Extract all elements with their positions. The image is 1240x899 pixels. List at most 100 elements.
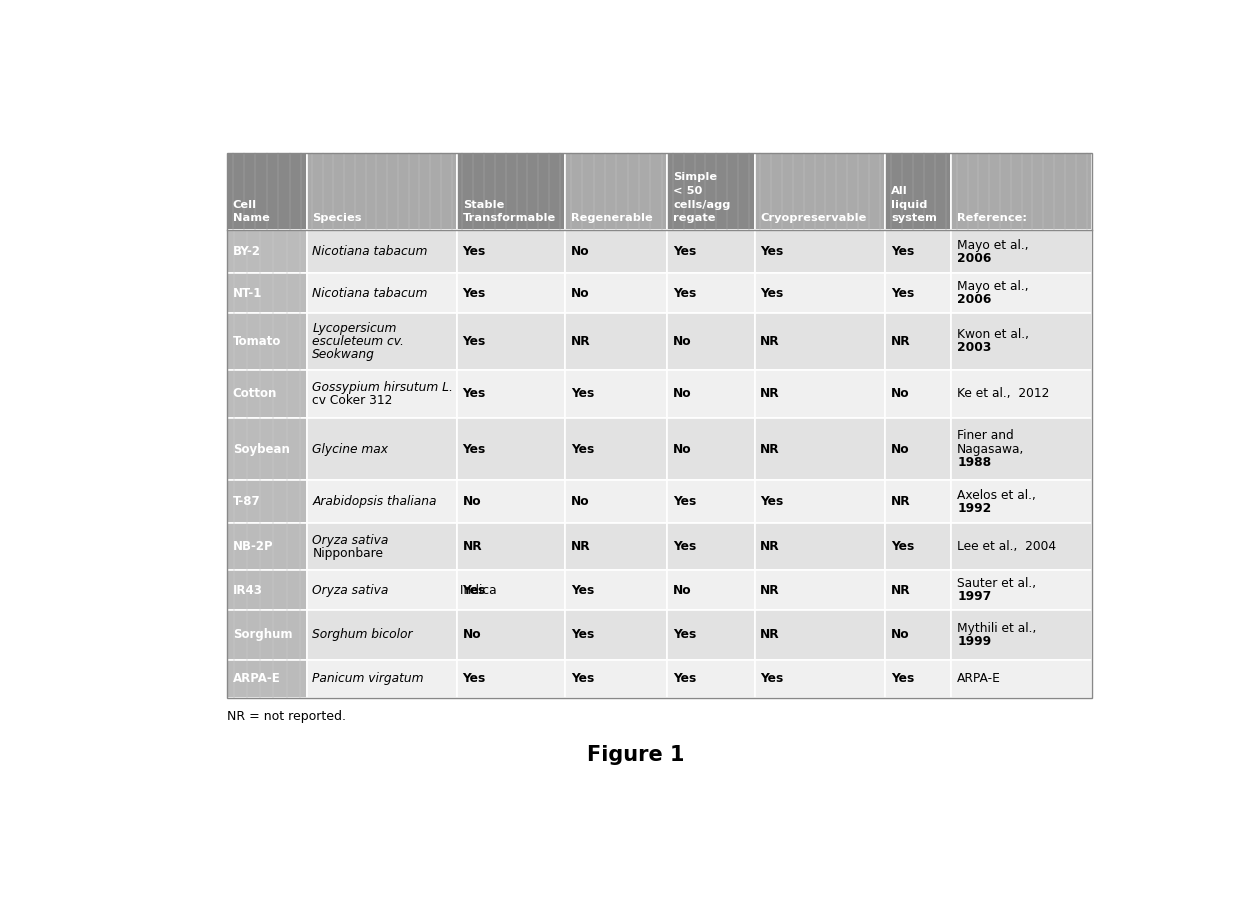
- Bar: [456, 313, 565, 369]
- Bar: [456, 523, 565, 570]
- Text: regate: regate: [673, 213, 715, 224]
- Text: Glycine max: Glycine max: [312, 442, 388, 456]
- Text: NR: NR: [572, 540, 591, 553]
- Text: Yes: Yes: [892, 245, 914, 258]
- Bar: [227, 660, 306, 698]
- Bar: [885, 230, 951, 273]
- Text: NR: NR: [760, 628, 780, 641]
- Text: Oryza sativa: Oryza sativa: [312, 583, 388, 597]
- Text: NR: NR: [463, 540, 482, 553]
- Text: Yes: Yes: [572, 583, 594, 597]
- Text: Nagasawa,: Nagasawa,: [957, 442, 1024, 456]
- Bar: [951, 153, 1092, 230]
- Text: Yes: Yes: [673, 672, 697, 685]
- Text: Yes: Yes: [572, 387, 594, 400]
- Text: Yes: Yes: [463, 245, 486, 258]
- Text: < 50: < 50: [673, 186, 702, 196]
- Text: Yes: Yes: [760, 287, 784, 299]
- Text: No: No: [463, 628, 481, 641]
- Text: NT-1: NT-1: [233, 287, 262, 299]
- Text: Sauter et al.,: Sauter et al.,: [957, 577, 1037, 590]
- Text: Oryza sativa: Oryza sativa: [312, 534, 388, 547]
- Bar: [885, 273, 951, 313]
- Text: Species: Species: [312, 213, 362, 224]
- Bar: [227, 610, 306, 660]
- Text: Yes: Yes: [760, 245, 784, 258]
- Text: No: No: [572, 495, 590, 508]
- Bar: [227, 418, 306, 480]
- Bar: [667, 313, 755, 369]
- Bar: [755, 523, 885, 570]
- Text: NR: NR: [572, 334, 591, 348]
- Text: No: No: [673, 442, 692, 456]
- Text: Yes: Yes: [463, 583, 486, 597]
- Text: Yes: Yes: [673, 628, 697, 641]
- Bar: [306, 313, 456, 369]
- Bar: [885, 418, 951, 480]
- Bar: [951, 230, 1092, 273]
- Text: system: system: [892, 213, 937, 224]
- Bar: [306, 369, 456, 418]
- Text: Yes: Yes: [463, 442, 486, 456]
- Text: NR: NR: [760, 540, 780, 553]
- Bar: [227, 153, 1092, 698]
- Bar: [755, 230, 885, 273]
- Bar: [227, 230, 306, 273]
- Bar: [885, 480, 951, 523]
- Bar: [951, 418, 1092, 480]
- Text: Gossypium hirsutum L.: Gossypium hirsutum L.: [312, 380, 454, 394]
- Bar: [755, 418, 885, 480]
- Text: NR: NR: [760, 442, 780, 456]
- Bar: [306, 418, 456, 480]
- Text: Stable: Stable: [463, 200, 503, 209]
- Bar: [565, 230, 667, 273]
- Bar: [951, 369, 1092, 418]
- Bar: [456, 230, 565, 273]
- Bar: [755, 570, 885, 610]
- Text: Seokwang: Seokwang: [312, 348, 376, 360]
- Text: Soybean: Soybean: [233, 442, 290, 456]
- Bar: [667, 660, 755, 698]
- Text: Name: Name: [233, 213, 270, 224]
- Bar: [565, 570, 667, 610]
- Text: Yes: Yes: [673, 495, 697, 508]
- Text: NR: NR: [760, 334, 780, 348]
- Text: No: No: [673, 387, 692, 400]
- Text: cells/agg: cells/agg: [673, 200, 730, 209]
- Bar: [885, 313, 951, 369]
- Text: cv Coker 312: cv Coker 312: [312, 394, 393, 407]
- Bar: [306, 273, 456, 313]
- Text: Simple: Simple: [673, 172, 717, 182]
- Text: Indica: Indica: [456, 583, 497, 597]
- Bar: [565, 273, 667, 313]
- Text: Nicotiana tabacum: Nicotiana tabacum: [312, 245, 428, 258]
- Bar: [565, 610, 667, 660]
- Text: Kwon et al.,: Kwon et al.,: [957, 328, 1029, 341]
- Text: ARPA-E: ARPA-E: [233, 672, 280, 685]
- Text: NR: NR: [760, 387, 780, 400]
- Text: No: No: [463, 495, 481, 508]
- Bar: [306, 660, 456, 698]
- Bar: [885, 369, 951, 418]
- Text: Yes: Yes: [463, 387, 486, 400]
- Text: Yes: Yes: [673, 245, 697, 258]
- Text: No: No: [673, 583, 692, 597]
- Bar: [456, 369, 565, 418]
- Bar: [755, 369, 885, 418]
- Bar: [667, 230, 755, 273]
- Bar: [951, 480, 1092, 523]
- Bar: [755, 660, 885, 698]
- Text: liquid: liquid: [892, 200, 928, 209]
- Bar: [885, 523, 951, 570]
- Bar: [565, 313, 667, 369]
- Bar: [885, 570, 951, 610]
- Text: Cell: Cell: [233, 200, 257, 209]
- Bar: [951, 570, 1092, 610]
- Text: Yes: Yes: [892, 540, 914, 553]
- Text: Yes: Yes: [572, 442, 594, 456]
- Bar: [667, 523, 755, 570]
- Bar: [667, 480, 755, 523]
- Text: Tomato: Tomato: [233, 334, 281, 348]
- Text: 2006: 2006: [957, 293, 992, 307]
- Bar: [667, 418, 755, 480]
